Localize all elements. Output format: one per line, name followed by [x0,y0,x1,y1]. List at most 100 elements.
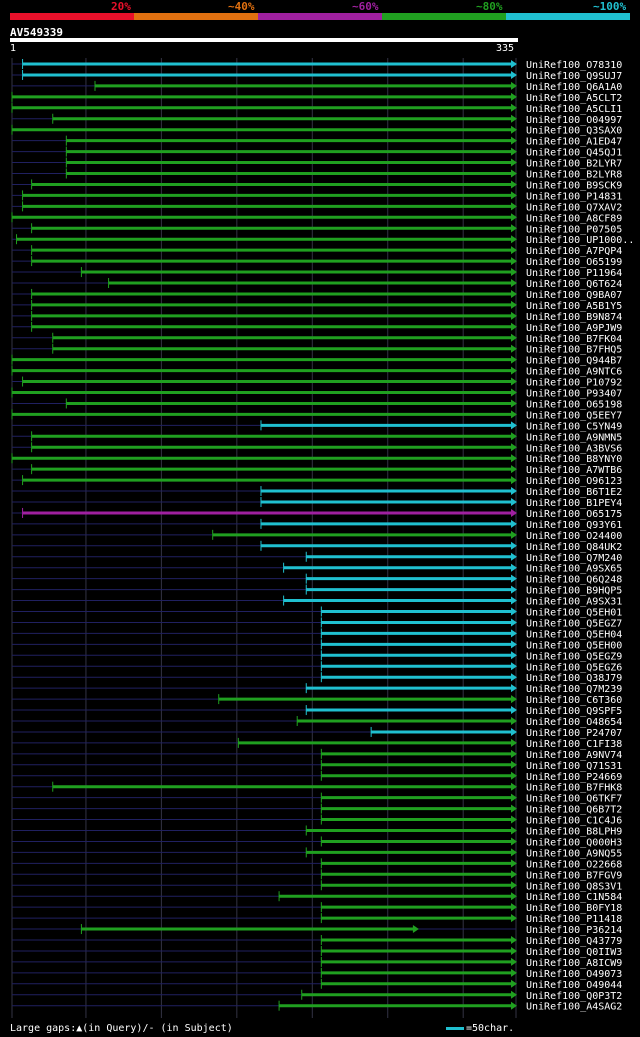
legend-bar-3 [382,13,506,20]
hit-label[interactable]: UniRef100_Q5EGZ7 [526,618,622,629]
hit-arrow [511,125,517,134]
legend-bar-0 [10,13,134,20]
hit-label[interactable]: UniRef100_B8LPH9 [526,827,622,838]
hit-label[interactable]: UniRef100_C5YN49 [526,421,622,432]
hit-label[interactable]: UniRef100_A9NMN5 [526,432,622,443]
hit-label[interactable]: UniRef100_Q5EGZ6 [526,662,622,673]
hit-label[interactable]: UniRef100_C1C4J6 [526,816,622,827]
hit-label[interactable]: UniRef100_O49044 [526,980,622,991]
hit-label[interactable]: UniRef100_Q84UK2 [526,542,622,553]
hit-arrow [511,70,517,79]
hit-label[interactable]: UniRef100_A9SX31 [526,597,622,608]
hit-label[interactable]: UniRef100_B7FK04 [526,334,622,345]
hit-label[interactable]: UniRef100_O65198 [526,399,622,410]
hit-label[interactable]: UniRef100_P10792 [526,378,622,389]
hit-label[interactable]: UniRef100_Q71S31 [526,761,622,772]
hit-label[interactable]: UniRef100_A5CLI1 [526,104,622,115]
hit-label[interactable]: UniRef100_B1PEY4 [526,498,622,509]
hit-label[interactable]: UniRef100_B9SCK9 [526,180,622,191]
hit-label[interactable]: UniRef100_B7FGV9 [526,870,622,881]
hit-label[interactable]: UniRef100_O65199 [526,257,622,268]
hit-label[interactable]: UniRef100_B9N874 [526,312,622,323]
hit-label[interactable]: UniRef100_Q0P3T2 [526,991,622,1002]
hit-label[interactable]: UniRef100_A9PJW9 [526,323,622,334]
hit-label[interactable]: UniRef100_Q6TKF7 [526,794,622,805]
hit-label[interactable]: UniRef100_A1ED47 [526,137,622,148]
hit-label[interactable]: UniRef100_Q5EH01 [526,608,622,619]
hit-label[interactable]: UniRef100_Q45QJ1 [526,148,622,159]
hit-label[interactable]: UniRef100_P36214 [526,925,622,936]
hit-label[interactable]: UniRef100_Q43779 [526,936,622,947]
hit-label[interactable]: UniRef100_Q7M239 [526,684,622,695]
hit-label[interactable]: UniRef100_C1FI38 [526,739,622,750]
hit-label[interactable]: UniRef100_Q9SUJ7 [526,71,622,82]
hit-label[interactable]: UniRef100_A5B1Y5 [526,301,622,312]
hit-arrow [511,673,517,682]
hit-label[interactable]: UniRef100_A4SAG2 [526,1002,622,1013]
hit-label[interactable]: UniRef100_P11418 [526,914,622,925]
hit-label[interactable]: UniRef100_Q6Q248 [526,575,622,586]
hit-label[interactable]: UniRef100_B2LYR7 [526,159,622,170]
hit-label[interactable]: UniRef100_Q9BA07 [526,290,622,301]
hit-arrow [511,257,517,266]
hit-label[interactable]: UniRef100_O78310 [526,60,622,71]
hit-label[interactable]: UniRef100_P11964 [526,268,622,279]
hit-label[interactable]: UniRef100_Q944B7 [526,356,622,367]
hit-label[interactable]: UniRef100_P93407 [526,389,622,400]
hit-label[interactable]: UniRef100_P24669 [526,772,622,783]
hit-label[interactable]: UniRef100_A8ICW9 [526,958,622,969]
hit-label[interactable]: UniRef100_O22668 [526,859,622,870]
hit-label[interactable]: UniRef100_A5CLT2 [526,93,622,104]
hit-label[interactable]: UniRef100_Q5EH04 [526,629,622,640]
hit-label[interactable]: UniRef100_A9NQ55 [526,848,622,859]
hit-label[interactable]: UniRef100_A9NV74 [526,750,622,761]
hit-label[interactable]: UniRef100_Q5EGZ9 [526,651,622,662]
hit-label[interactable]: UniRef100_P24707 [526,728,622,739]
hit-label[interactable]: UniRef100_B7FHQ5 [526,345,622,356]
hit-label[interactable]: UniRef100_A9SX65 [526,564,622,575]
hit-arrow [511,136,517,145]
hit-label[interactable]: UniRef100_Q0IIW3 [526,947,622,958]
hit-label[interactable]: UniRef100_Q93Y61 [526,520,622,531]
hit-label[interactable]: UniRef100_O48654 [526,717,622,728]
hit-label[interactable]: UniRef100_Q000H3 [526,837,622,848]
hit-arrow [511,530,517,539]
hit-label[interactable]: UniRef100_B0FY18 [526,903,622,914]
hit-label[interactable]: UniRef100_B7FHK8 [526,783,622,794]
hit-label[interactable]: UniRef100_O96123 [526,476,622,487]
hit-arrow [511,410,517,419]
hit-label[interactable]: UniRef100_O49073 [526,969,622,980]
hit-arrow [511,443,517,452]
hit-arrow [511,771,517,780]
hit-label[interactable]: UniRef100_A9NTC6 [526,367,622,378]
hit-label[interactable]: UniRef100_B9HQP5 [526,586,622,597]
hit-label[interactable]: UniRef100_P07505 [526,224,622,235]
hit-label[interactable]: UniRef100_O24400 [526,531,622,542]
hit-label[interactable]: UniRef100_Q6A1A0 [526,82,622,93]
hit-arrow [511,147,517,156]
hit-label[interactable]: UniRef100_UP1000.. [526,235,634,246]
hit-label[interactable]: UniRef100_C6T360 [526,695,622,706]
hit-label[interactable]: UniRef100_B6T1E2 [526,487,622,498]
hit-label[interactable]: UniRef100_Q7M240 [526,553,622,564]
hit-label[interactable]: UniRef100_Q6B7T2 [526,805,622,816]
hit-label[interactable]: UniRef100_B8YNY0 [526,454,622,465]
hit-label[interactable]: UniRef100_Q8S3V1 [526,881,622,892]
hit-label[interactable]: UniRef100_Q38J79 [526,673,622,684]
hit-label[interactable]: UniRef100_A7PQP4 [526,246,622,257]
hit-label[interactable]: UniRef100_Q5EH00 [526,640,622,651]
hit-label[interactable]: UniRef100_O65175 [526,509,622,520]
hit-label[interactable]: UniRef100_A8CF89 [526,213,622,224]
hit-label[interactable]: UniRef100_Q6T624 [526,279,622,290]
hit-arrow [511,300,517,309]
hit-label[interactable]: UniRef100_A7WTB6 [526,465,622,476]
hit-label[interactable]: UniRef100_Q3SAX0 [526,126,622,137]
hit-label[interactable]: UniRef100_Q7XAV2 [526,202,622,213]
hit-label[interactable]: UniRef100_P14831 [526,191,622,202]
hit-label[interactable]: UniRef100_A3BVS6 [526,443,622,454]
hit-label[interactable]: UniRef100_O04997 [526,115,622,126]
hit-label[interactable]: UniRef100_Q5EEY7 [526,410,622,421]
hit-label[interactable]: UniRef100_C1N584 [526,892,622,903]
hit-label[interactable]: UniRef100_B2LYR8 [526,170,622,181]
hit-label[interactable]: UniRef100_Q9SPF5 [526,706,622,717]
